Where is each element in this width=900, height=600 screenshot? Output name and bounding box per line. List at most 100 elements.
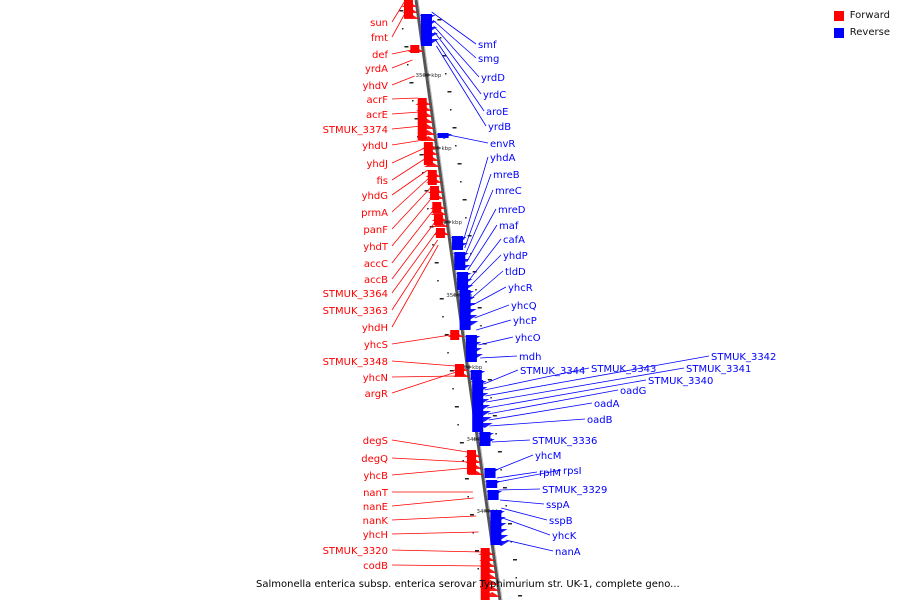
forward-gene-arrow: [482, 580, 499, 585]
reverse-gene-leader: [491, 439, 531, 443]
reverse-gene-arrow: [422, 33, 439, 38]
reverse-gene-leader: [465, 189, 494, 255]
tick-mark: [515, 577, 518, 579]
reverse-gene-arrow: [461, 315, 478, 320]
forward-gene-leader: [391, 564, 484, 567]
reverse-gene-leader: [466, 208, 497, 263]
tick-mark: [490, 397, 492, 399]
reverse-gene-arrow: [471, 387, 488, 392]
reverse-gene-arrow: [460, 309, 477, 314]
forward-gene-leader: [391, 49, 412, 55]
forward-gene-label: nanT: [363, 488, 389, 499]
reverse-gene-arrow: [469, 371, 486, 376]
reverse-gene-arrow: [492, 535, 509, 540]
forward-gene-arrow: [479, 556, 496, 561]
reverse-gene-arrow: [484, 481, 501, 486]
reverse-gene-label: yrdD: [481, 73, 505, 84]
forward-gene-arrow: [481, 574, 498, 579]
kbp-tick-label: 3500 kbp: [446, 293, 472, 299]
forward-gene-arrow: [423, 156, 440, 161]
tick-mark: [457, 163, 462, 165]
tick-mark: [492, 415, 497, 417]
forward-gene-arrow: [480, 568, 497, 573]
forward-gene-label: yhdU: [362, 141, 388, 152]
legend-label: Reverse: [849, 27, 890, 38]
reverse-gene-arrow: [419, 15, 436, 20]
reverse-gene-arrow: [488, 511, 505, 516]
forward-gene-arrow: [431, 216, 448, 221]
reverse-gene-leader: [478, 336, 514, 346]
reverse-gene-arrow: [436, 134, 453, 139]
forward-gene-arrow: [429, 204, 446, 209]
reverse-gene-label: maf: [499, 221, 519, 232]
reverse-gene-arrow: [493, 541, 510, 546]
forward-gene-leader: [391, 457, 469, 463]
forward-gene-arrow: [403, 14, 420, 19]
tick-mark: [460, 181, 462, 183]
tick-mark: [513, 559, 517, 561]
reverse-gene-arrow: [459, 303, 476, 308]
reverse-gene-label: STMUK_3329: [542, 485, 607, 496]
tick-mark: [434, 262, 439, 264]
reverse-gene-label: yhdA: [490, 153, 516, 164]
forward-gene-label: argR: [365, 389, 388, 400]
tick-mark: [404, 46, 409, 48]
reverse-gene-label: rpsI: [563, 466, 582, 477]
tick-mark: [505, 505, 507, 507]
reverse-gene-label: yhcK: [552, 531, 577, 542]
tick-mark: [477, 307, 482, 309]
reverse-gene-leader: [436, 45, 487, 127]
forward-gene-arrow: [433, 230, 450, 235]
forward-gene-leader: [391, 147, 425, 164]
reverse-gene-arrow: [475, 417, 492, 422]
forward-gene-leader: [391, 75, 415, 86]
reverse-gene-arrow: [476, 423, 493, 428]
reverse-gene-arrow: [457, 285, 474, 290]
forward-gene-leader: [391, 209, 434, 264]
reverse-gene-arrow: [451, 243, 468, 248]
kbp-tick-label: 3490 kbp: [456, 365, 482, 371]
reverse-gene-arrow: [478, 439, 495, 444]
reverse-gene-label: smg: [478, 54, 499, 65]
tick-mark: [467, 496, 469, 498]
tick-mark: [500, 469, 502, 471]
reverse-gene-label: STMUK_3343: [591, 364, 656, 375]
reverse-gene-label: tldD: [505, 267, 526, 278]
forward-gene-leader: [391, 371, 457, 394]
forward-gene-leader: [391, 497, 474, 507]
tick-mark: [507, 523, 512, 525]
forward-gene-arrow: [416, 106, 433, 111]
kbp-tick-label: 3470 kbp: [477, 509, 503, 515]
forward-gene-leader: [391, 549, 482, 553]
reverse-gene-arrow: [458, 291, 475, 296]
tick-mark: [464, 478, 469, 480]
reverse-gene-arrow: [489, 517, 506, 522]
kbp-tick-label: 3520 kbp: [426, 146, 452, 152]
reverse-gene-arrow: [459, 297, 475, 302]
forward-gene-arrow: [464, 452, 481, 457]
reverse-gene-leader: [471, 270, 504, 299]
forward-gene-arrow: [452, 366, 469, 371]
tick-mark: [510, 541, 512, 543]
tick-mark: [467, 235, 472, 237]
forward-gene-leader: [391, 244, 439, 328]
tick-mark: [406, 64, 409, 66]
tick-mark: [450, 109, 452, 111]
reverse-gene-arrow: [455, 273, 472, 278]
tick-mark: [444, 73, 447, 75]
forward-gene-leader: [391, 1, 405, 23]
reverse-gene-leader: [502, 517, 551, 536]
reverse-gene-leader: [476, 319, 512, 331]
forward-gene-arrow: [426, 178, 443, 183]
reverse-gene-label: yhdP: [503, 251, 528, 262]
forward-gene-label: STMUK_3320: [323, 546, 388, 557]
reverse-gene-leader: [484, 367, 590, 391]
forward-gene-label: yhcS: [364, 340, 388, 351]
tick-mark: [422, 172, 424, 174]
forward-gene-leader: [391, 111, 420, 115]
tick-mark: [424, 190, 429, 192]
forward-gene-label: yrdA: [365, 64, 388, 75]
forward-gene-arrow: [427, 188, 444, 193]
forward-gene-arrow: [422, 150, 439, 155]
reverse-gene-leader: [496, 471, 538, 479]
